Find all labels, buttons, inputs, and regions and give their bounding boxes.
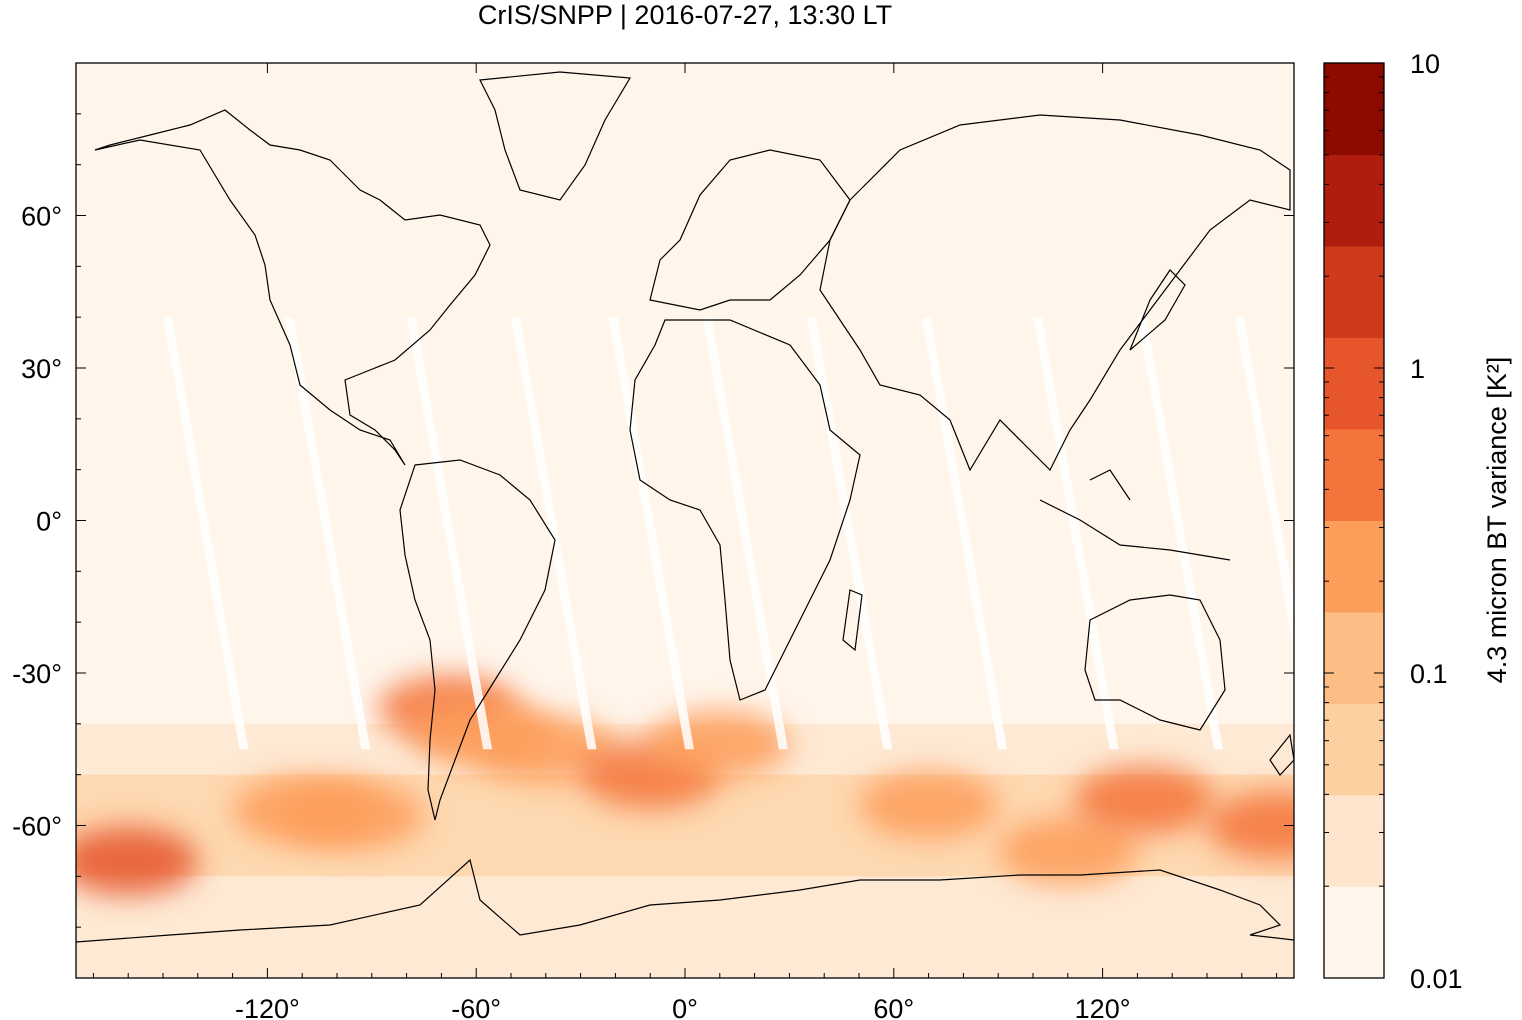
hotspot-11 [1206,791,1294,860]
orbit-gap-0 [163,317,249,750]
hotspot-10 [1074,766,1215,835]
orbit-gap-3 [511,317,597,750]
coastline-new-zealand [1269,733,1294,776]
x-tick-label-2: 0° [672,994,698,1020]
orbit-gap-6 [806,317,893,750]
hotspot-0 [76,827,199,896]
coastline-australia [1084,594,1226,731]
orbit-gap-7 [921,317,1008,750]
x-tick-label-4: 120° [1075,994,1131,1020]
colorbar-frame [1323,62,1385,979]
y-tick-label-3: -30° [12,659,62,689]
colorbar-ticks: 10 1 0.1 0.01 [1324,49,1463,994]
orbit-gap-10 [1234,317,1294,652]
colorbar-segment-2 [1324,703,1384,796]
colorbar-segment-7 [1324,246,1384,338]
hotspot-8 [858,771,999,840]
x-tick-label-0: -120° [235,994,300,1020]
coastline-asia [819,114,1291,472]
colorbar [1324,63,1384,979]
colorbar-segment-9 [1324,63,1384,155]
y-axis-ticks: 60° 30° 0° -30° -60° [12,113,1294,928]
orbit-gap-5 [702,317,788,750]
x-tick-label-1: -60° [451,994,501,1020]
colorbar-segment-5 [1324,429,1384,521]
colorbar-segment-4 [1324,520,1384,613]
coastline-africa [629,319,861,701]
colorbar-segment-8 [1324,154,1384,247]
orbit-gaps [163,317,1294,750]
coastlines [76,71,1294,943]
colorbar-segment-3 [1324,612,1384,704]
colorbar-tick-label-1: 1 [1410,354,1425,384]
orbit-gap-2 [406,317,493,750]
coastline-south-america [399,459,556,821]
x-tick-label-3: 60° [873,994,914,1020]
colorbar-tick-label-2: 0.1 [1410,659,1448,689]
colorbar-tick-label-3: 0.01 [1410,964,1463,994]
hotspot-7 [649,710,790,779]
coastline-north-america [94,109,491,466]
coastline-madagascar [842,589,863,652]
y-tick-label-0: 60° [21,202,62,232]
southern-variance-band [76,674,1294,978]
colorbar-segment-0 [1324,886,1384,979]
coastline-greenland [479,71,632,201]
coastline-antarctica [76,858,1294,943]
orbit-gap-8 [1033,317,1119,750]
orbit-gap-4 [608,317,694,750]
y-tick-label-4: -60° [12,812,62,842]
hotspot-9 [997,816,1138,885]
orbit-gap-1 [284,317,371,750]
coastline-europe [649,149,851,311]
y-tick-label-2: 0° [36,507,62,537]
hotspot-5 [475,715,616,784]
coastline-indonesia [1039,469,1231,561]
hotspot-2 [284,781,425,850]
orbit-gap-9 [1137,317,1223,750]
colorbar-segment-1 [1324,795,1384,887]
map-title: CrIS/SNPP | 2016-07-27, 13:30 LT [477,0,893,30]
colorbar-tick-label-0: 10 [1410,49,1440,79]
x-axis-ticks: -120° -60° 0° 60° 120° [92,63,1278,1020]
y-tick-label-1: 30° [21,354,62,384]
colorbar-label: 4.3 micron BT variance [K²] [1482,357,1512,684]
coastline-japan [1129,269,1186,351]
colorbar-segment-6 [1324,337,1384,430]
